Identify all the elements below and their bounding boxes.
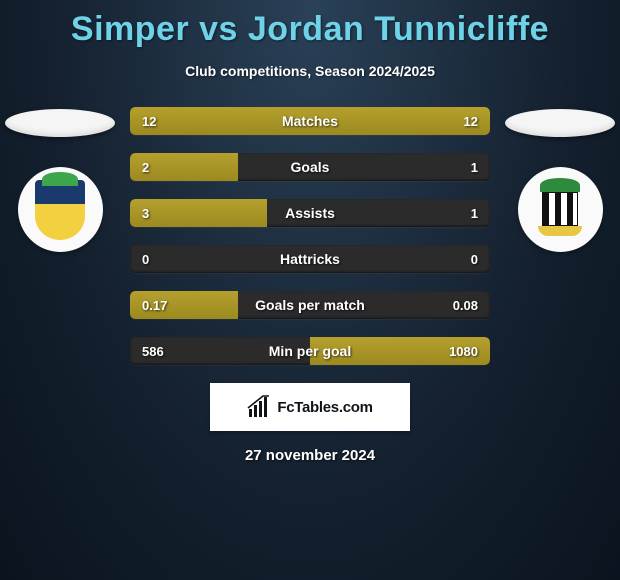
comparison-date: 27 november 2024 xyxy=(0,447,620,464)
stat-label: Assists xyxy=(285,205,335,221)
player-photo-placeholder-left xyxy=(5,109,115,137)
stat-label: Hattricks xyxy=(280,251,340,267)
stat-value-right: 1080 xyxy=(449,344,478,359)
stat-value-left: 586 xyxy=(142,344,164,359)
stat-label: Goals per match xyxy=(255,297,365,313)
stat-label: Min per goal xyxy=(269,343,351,359)
page-subtitle: Club competitions, Season 2024/2025 xyxy=(0,63,620,79)
comparison-panel: 12 12 Matches 2 1 Goals 3 1 Assists 0 0 Hattricks 0.… xyxy=(0,107,620,365)
stat-bar: 3 1 Assists xyxy=(130,199,490,227)
stat-value-left: 2 xyxy=(142,160,149,175)
brand-text: FcTables.com xyxy=(277,399,372,416)
stat-fill-left xyxy=(130,199,267,227)
club-crest-right xyxy=(518,167,603,252)
stat-value-left: 0.17 xyxy=(142,298,167,313)
stats-bars: 12 12 Matches 2 1 Goals 3 1 Assists 0 0 Hattricks 0.… xyxy=(130,107,490,365)
shield-icon xyxy=(35,180,85,240)
stat-bar: 0 0 Hattricks xyxy=(130,245,490,273)
stat-value-right: 0 xyxy=(471,252,478,267)
stat-bar: 12 12 Matches xyxy=(130,107,490,135)
left-side xyxy=(0,107,120,252)
page-title: Simper vs Jordan Tunnicliffe xyxy=(0,0,620,49)
stat-value-right: 1 xyxy=(471,160,478,175)
right-side xyxy=(500,107,620,252)
chart-icon xyxy=(247,395,271,419)
stat-label: Goals xyxy=(291,159,330,175)
brand-badge[interactable]: FcTables.com xyxy=(210,383,410,431)
stat-value-right: 0.08 xyxy=(453,298,478,313)
stat-bar: 2 1 Goals xyxy=(130,153,490,181)
stat-value-right: 12 xyxy=(464,114,478,129)
stat-value-right: 1 xyxy=(471,206,478,221)
stat-value-left: 12 xyxy=(142,114,156,129)
shield-icon xyxy=(530,180,590,240)
stat-bar: 586 1080 Min per goal xyxy=(130,337,490,365)
stat-label: Matches xyxy=(282,113,338,129)
stat-value-left: 3 xyxy=(142,206,149,221)
stat-bar: 0.17 0.08 Goals per match xyxy=(130,291,490,319)
player-photo-placeholder-right xyxy=(505,109,615,137)
club-crest-left xyxy=(18,167,103,252)
stat-value-left: 0 xyxy=(142,252,149,267)
